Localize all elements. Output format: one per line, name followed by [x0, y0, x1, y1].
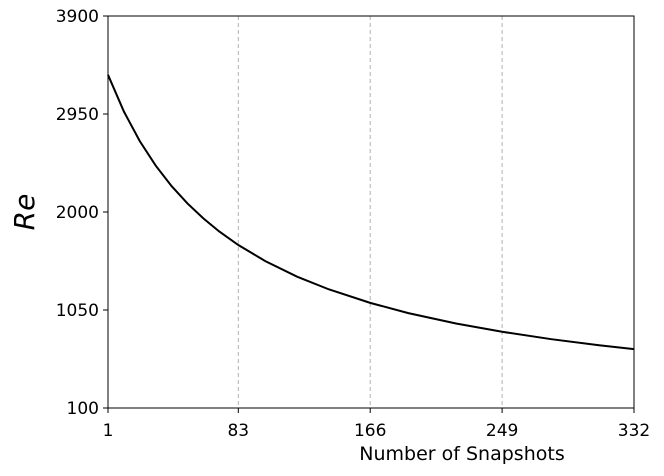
- y-tick-label: 2000: [56, 203, 99, 223]
- y-axis-label: Re: [8, 194, 41, 231]
- y-tick-label: 100: [67, 399, 99, 419]
- y-tick-label: 3900: [56, 7, 99, 27]
- y-tick-label: 2950: [56, 105, 99, 125]
- x-axis-label: Number of Snapshots: [359, 443, 564, 465]
- x-tick-label: 166: [354, 421, 386, 441]
- y-tick-label: 1050: [56, 301, 99, 321]
- line: [107, 74, 635, 351]
- x-tick-label: 1: [103, 421, 114, 441]
- plot-frame: [107, 15, 635, 409]
- x-tick-label: 83: [227, 421, 249, 441]
- x-tick-label: 332: [618, 421, 650, 441]
- x-tick-label: 249: [486, 421, 518, 441]
